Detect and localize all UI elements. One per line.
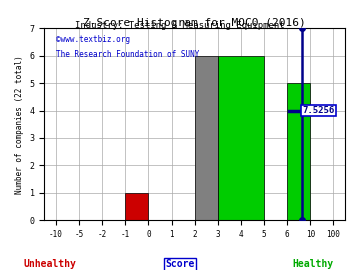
- Title: Z-Score Histogram for MOCO (2016): Z-Score Histogram for MOCO (2016): [83, 18, 306, 28]
- Y-axis label: Number of companies (22 total): Number of companies (22 total): [15, 55, 24, 194]
- Text: 7.5256: 7.5256: [303, 106, 335, 115]
- Text: Score: Score: [165, 259, 195, 269]
- Bar: [125, 193, 148, 220]
- Bar: [287, 83, 310, 220]
- Bar: [218, 56, 264, 220]
- Text: The Research Foundation of SUNY: The Research Foundation of SUNY: [56, 50, 199, 59]
- Text: Healthy: Healthy: [293, 259, 334, 269]
- Text: Unhealthy: Unhealthy: [24, 259, 77, 269]
- Text: Industry: Testing & Measuring Equipment: Industry: Testing & Measuring Equipment: [75, 21, 285, 30]
- Bar: [195, 56, 218, 220]
- Text: ©www.textbiz.org: ©www.textbiz.org: [56, 35, 130, 44]
